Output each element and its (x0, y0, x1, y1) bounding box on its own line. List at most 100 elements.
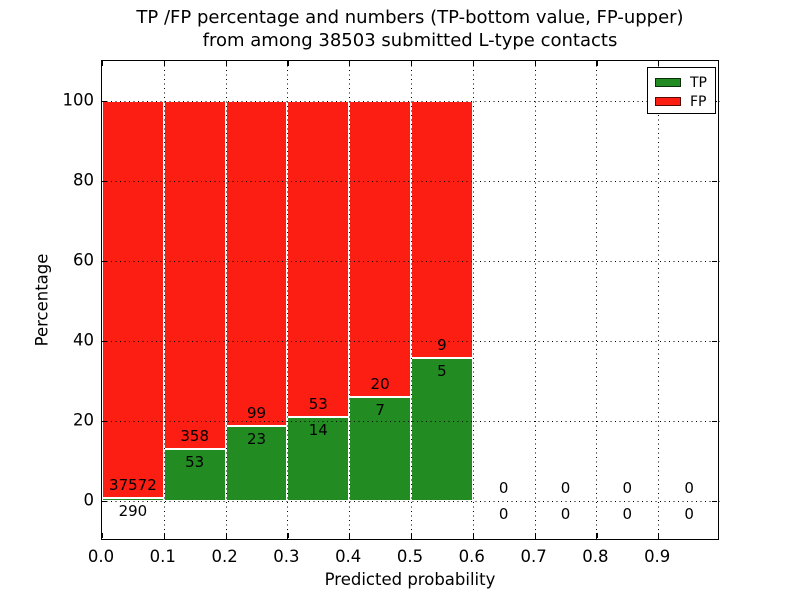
v-gridline (658, 61, 660, 541)
x-tick-mark (287, 61, 289, 66)
x-tick-label: 0.4 (335, 547, 362, 566)
bar-fp-segment (287, 101, 350, 418)
chart-title: TP /FP percentage and numbers (TP-bottom… (136, 6, 683, 52)
x-tick-mark (349, 533, 351, 538)
x-tick-label: 0.5 (396, 547, 424, 566)
y-tick-label: 20 (73, 410, 94, 430)
x-tick-mark (163, 533, 165, 538)
legend: TP FP (647, 67, 716, 114)
tp-count-label: 7 (375, 401, 385, 420)
x-tick-mark (534, 533, 536, 538)
fp-count-label: 0 (684, 479, 694, 497)
x-tick-label: 0.9 (644, 547, 671, 566)
fp-count-label: 0 (560, 479, 571, 497)
y-tick-mark (102, 101, 107, 103)
fp-count-label: 9 (437, 336, 447, 355)
fp-count-label: 0 (498, 479, 509, 497)
v-gridline (287, 61, 289, 541)
fp-count-label: 53 (308, 395, 328, 414)
bar-tp-segment (163, 449, 226, 501)
x-tick-label: 0.6 (458, 547, 485, 566)
legend-swatch-tp (655, 78, 681, 87)
y-tick-mark (102, 421, 107, 423)
x-tick-label: 0.2 (211, 547, 238, 566)
x-tick-mark (287, 533, 289, 538)
y-tick-label: 40 (73, 330, 94, 350)
x-tick-label: 0.7 (520, 547, 547, 566)
chart-title-line-1: TP /FP percentage and numbers (TP-bottom… (136, 7, 684, 28)
v-gridline (534, 61, 536, 541)
x-tick-mark (102, 533, 104, 538)
tp-count-label: 0 (684, 505, 694, 523)
x-tick-mark (596, 61, 598, 66)
y-tick-label: 80 (73, 170, 94, 190)
y-tick-label: 0 (83, 490, 95, 510)
x-tick-mark (534, 61, 536, 66)
v-gridline (411, 61, 412, 541)
y-tick-mark (102, 501, 107, 503)
y-tick-mark (712, 261, 717, 263)
x-tick-label: 0.0 (87, 547, 115, 566)
x-tick-mark (349, 61, 351, 66)
y-tick-mark (712, 421, 717, 423)
tp-count-label: 0 (498, 505, 509, 523)
legend-item-fp: FP (655, 92, 715, 111)
fp-count-label: 20 (370, 375, 390, 394)
tp-count-label: 5 (437, 362, 447, 381)
tp-count-label: 53 (185, 453, 205, 472)
tp-count-label: 0 (560, 505, 571, 523)
x-tick-mark (411, 533, 413, 538)
bar-fp-segment (349, 101, 411, 398)
v-gridline (596, 61, 598, 541)
fp-count-label: 99 (246, 403, 267, 422)
x-tick-mark (225, 533, 227, 538)
bar-tp-segment (287, 417, 350, 501)
legend-swatch-fp (655, 97, 681, 106)
y-tick-mark (712, 501, 717, 503)
x-tick-mark (225, 61, 227, 66)
y-tick-label: 100 (62, 90, 95, 110)
tp-count-label: 290 (118, 501, 148, 520)
fp-count-label: 37572 (109, 475, 157, 494)
v-gridline (349, 61, 351, 541)
bar-fp-segment (225, 101, 288, 426)
y-axis-label: Percentage (32, 253, 52, 347)
x-tick-label: 0.8 (582, 547, 609, 566)
bar-fp-segment (102, 101, 164, 498)
x-tick-mark (472, 61, 474, 66)
x-tick-mark (472, 533, 474, 538)
x-tick-mark (658, 533, 660, 538)
y-tick-mark (712, 341, 717, 343)
x-tick-mark (596, 533, 598, 538)
y-tick-mark (102, 341, 107, 343)
bar-tp-segment (102, 497, 164, 501)
legend-item-tp: TP (655, 73, 715, 92)
tp-count-label: 14 (308, 421, 328, 440)
fp-count-label: 358 (180, 427, 210, 446)
x-tick-mark (163, 61, 165, 66)
tp-count-label: 23 (246, 429, 267, 448)
x-axis-label: Predicted probability (324, 570, 496, 589)
v-gridline (472, 61, 474, 541)
chart-title-line-2: from among 38503 submitted L-type contac… (202, 30, 618, 51)
v-gridline (163, 61, 165, 541)
legend-label-tp: TP (690, 74, 707, 91)
y-tick-mark (102, 181, 107, 183)
x-tick-label: 0.1 (149, 547, 176, 566)
tp-count-label: 0 (622, 505, 633, 523)
x-tick-mark (102, 61, 104, 66)
x-tick-mark (411, 61, 413, 66)
bar-fp-segment (163, 101, 226, 450)
fp-count-label: 0 (622, 479, 633, 497)
v-gridline (225, 61, 227, 541)
y-tick-mark (102, 261, 107, 263)
y-tick-label: 60 (73, 250, 94, 270)
bar-tp-segment (349, 397, 411, 501)
x-tick-label: 0.3 (273, 547, 300, 566)
x-tick-mark (658, 61, 660, 66)
y-tick-mark (712, 181, 717, 183)
bar-fp-segment (411, 101, 473, 359)
legend-label-fp: FP (690, 93, 707, 110)
plot-area: 37572 290 358 53 99 23 53 14 20 7 9 5 0 0 0 0 0 0 0 0 (101, 60, 720, 541)
